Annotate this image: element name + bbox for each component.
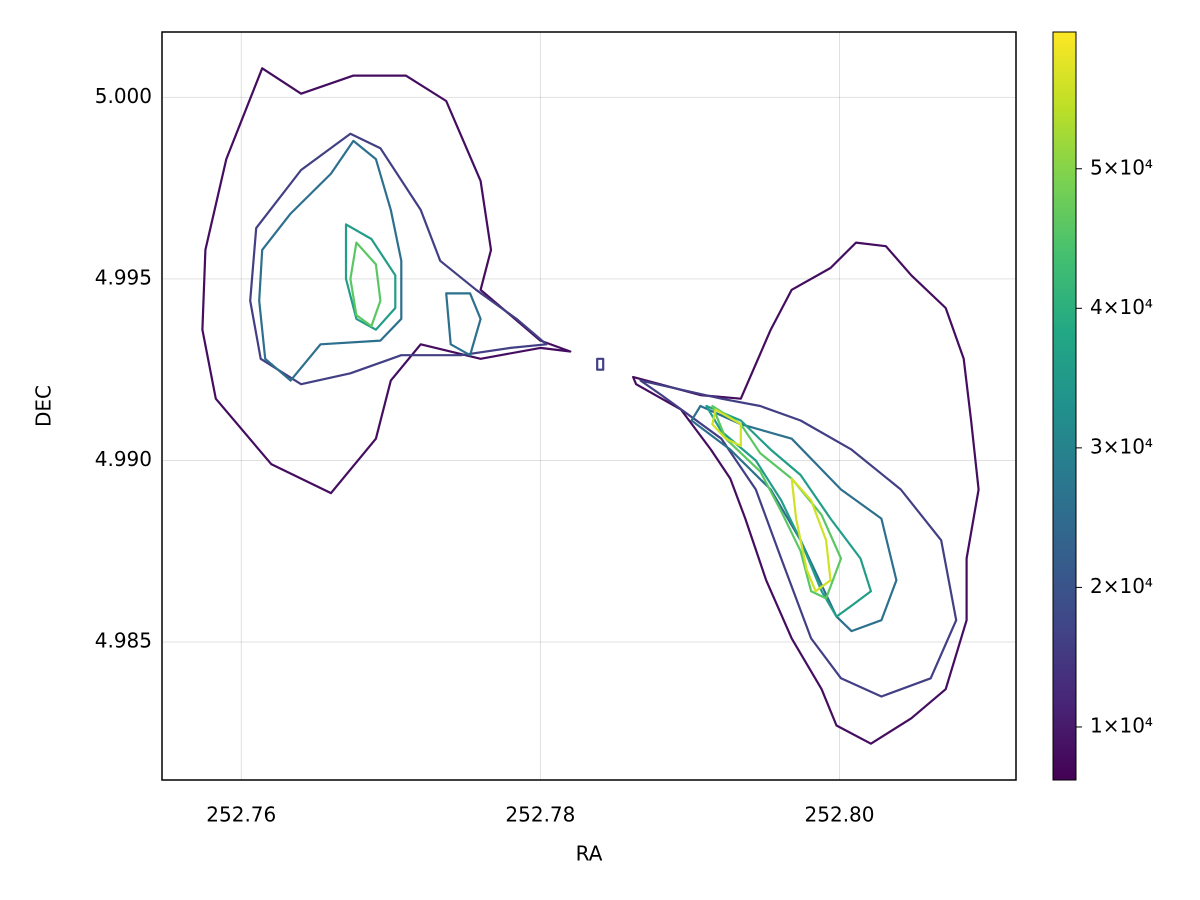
y-axis-label: DEC (32, 385, 56, 427)
colorbar-tick-label: 5×10⁴ (1090, 155, 1153, 179)
contour-line (258, 139, 403, 382)
contour-line (632, 241, 980, 745)
x-axis-label: RA (576, 842, 603, 866)
contour-line (711, 408, 742, 447)
x-tick-label: 252.80 (805, 803, 875, 827)
grid (162, 32, 1016, 780)
y-tick-label: 4.985 (95, 629, 152, 653)
contour-line (705, 404, 872, 618)
contour-line (344, 223, 397, 331)
plot-area (201, 67, 980, 745)
contour-line (349, 241, 382, 328)
colorbar-tick-label: 1×10⁴ (1090, 713, 1153, 737)
y-tick-label: 4.990 (95, 447, 152, 471)
contour-line (639, 379, 958, 698)
contour-line (790, 477, 832, 593)
contour-line (711, 404, 843, 600)
colorbar-tick-label: 4×10⁴ (1090, 295, 1153, 319)
x-tick-label: 252.76 (206, 803, 276, 827)
y-tick-label: 5.000 (95, 84, 152, 108)
x-tick-label: 252.78 (505, 803, 575, 827)
contour-line (596, 357, 605, 371)
contour-line (445, 292, 482, 357)
y-tick-label: 4.995 (95, 265, 152, 289)
contour-line (690, 404, 898, 633)
contour-line (201, 67, 572, 495)
contour-line (249, 132, 548, 386)
axes-frame (161, 31, 1017, 781)
colorbar-tick-label: 3×10⁴ (1090, 434, 1153, 458)
colorbar-tick-label: 2×10⁴ (1090, 574, 1153, 598)
colorbar (1052, 31, 1077, 781)
